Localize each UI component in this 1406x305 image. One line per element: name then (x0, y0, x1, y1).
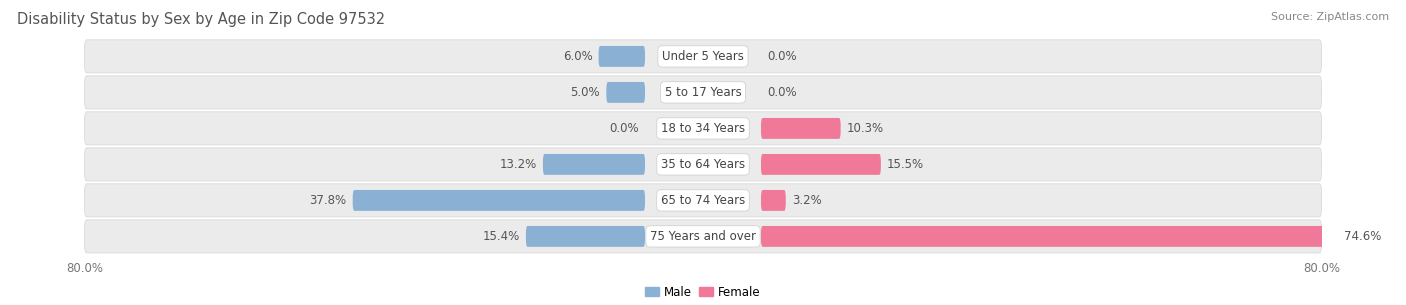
Text: 6.0%: 6.0% (562, 50, 592, 63)
Text: 5 to 17 Years: 5 to 17 Years (665, 86, 741, 99)
Text: 37.8%: 37.8% (309, 194, 346, 207)
FancyBboxPatch shape (599, 46, 645, 67)
Text: 18 to 34 Years: 18 to 34 Years (661, 122, 745, 135)
FancyBboxPatch shape (84, 184, 1322, 217)
Text: 74.6%: 74.6% (1344, 230, 1382, 243)
FancyBboxPatch shape (84, 220, 1322, 253)
FancyBboxPatch shape (761, 154, 880, 175)
Text: 65 to 74 Years: 65 to 74 Years (661, 194, 745, 207)
FancyBboxPatch shape (761, 226, 1339, 247)
Text: 0.0%: 0.0% (768, 86, 797, 99)
Text: 35 to 64 Years: 35 to 64 Years (661, 158, 745, 171)
Legend: Male, Female: Male, Female (645, 285, 761, 299)
Text: 15.4%: 15.4% (482, 230, 520, 243)
Text: 0.0%: 0.0% (609, 122, 638, 135)
FancyBboxPatch shape (543, 154, 645, 175)
Text: Under 5 Years: Under 5 Years (662, 50, 744, 63)
FancyBboxPatch shape (84, 148, 1322, 181)
Text: 5.0%: 5.0% (571, 86, 600, 99)
Text: 0.0%: 0.0% (768, 50, 797, 63)
FancyBboxPatch shape (761, 118, 841, 139)
FancyBboxPatch shape (606, 82, 645, 103)
FancyBboxPatch shape (84, 40, 1322, 73)
FancyBboxPatch shape (526, 226, 645, 247)
FancyBboxPatch shape (84, 112, 1322, 145)
FancyBboxPatch shape (353, 190, 645, 211)
Text: 75 Years and over: 75 Years and over (650, 230, 756, 243)
Text: Disability Status by Sex by Age in Zip Code 97532: Disability Status by Sex by Age in Zip C… (17, 12, 385, 27)
Text: 13.2%: 13.2% (499, 158, 537, 171)
Text: 10.3%: 10.3% (846, 122, 884, 135)
Text: Source: ZipAtlas.com: Source: ZipAtlas.com (1271, 12, 1389, 22)
Text: 3.2%: 3.2% (792, 194, 821, 207)
FancyBboxPatch shape (761, 190, 786, 211)
Text: 15.5%: 15.5% (887, 158, 924, 171)
FancyBboxPatch shape (84, 76, 1322, 109)
